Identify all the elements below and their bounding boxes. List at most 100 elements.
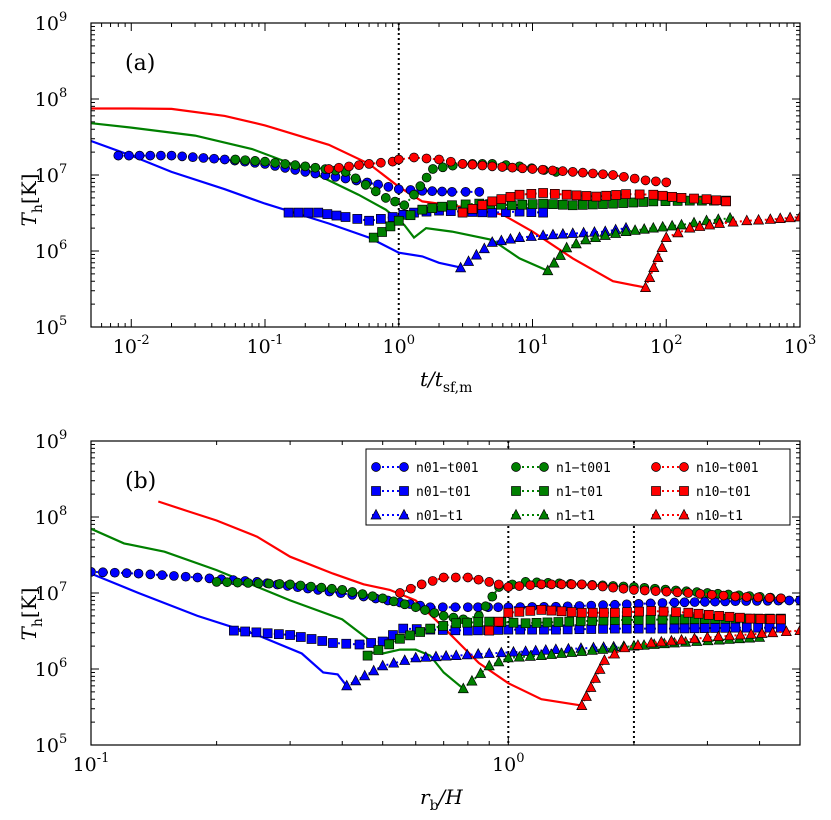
data-point <box>457 159 468 169</box>
y-tick-label-base: 10 <box>35 165 59 187</box>
data-point <box>270 157 280 168</box>
data-point <box>467 159 478 170</box>
data-point <box>360 180 371 190</box>
panel-a: (a) 10-2 10-1 100 101 102 103 105106107108109… <box>17 10 816 396</box>
data-point <box>352 214 363 224</box>
data-point <box>601 190 612 201</box>
data-point <box>370 508 382 520</box>
data-point <box>537 229 549 240</box>
x-tick-label: 100 <box>492 751 524 776</box>
data-point <box>694 220 706 231</box>
data-point <box>587 616 597 626</box>
data-point <box>438 621 449 631</box>
panel-b-y-axis-label: Th[K] <box>17 588 46 641</box>
data-point <box>134 150 145 161</box>
x-tick-label-exp: -2 <box>137 333 150 348</box>
data-point <box>350 674 362 686</box>
data-point <box>610 227 622 238</box>
data-point <box>416 579 427 590</box>
data-point <box>780 625 792 637</box>
legend-label: n1−t1 <box>556 509 595 524</box>
x-tick-label: 101 <box>516 333 548 358</box>
data-point <box>701 631 713 642</box>
data-point <box>542 264 554 276</box>
data-point <box>591 191 602 202</box>
data-point <box>323 164 334 174</box>
data-point <box>316 582 327 593</box>
data-point <box>364 215 374 226</box>
data-point <box>264 578 274 589</box>
data-point <box>618 583 629 594</box>
data-point <box>723 629 736 641</box>
data-point <box>730 622 741 633</box>
data-point <box>794 210 800 222</box>
data-point <box>430 650 442 662</box>
x-tick-label-base: 10 <box>247 336 271 358</box>
data-point <box>689 597 700 607</box>
legend-label: n10−t001 <box>696 461 759 476</box>
data-point <box>701 194 712 205</box>
x-tick-label: 10-2 <box>113 333 150 358</box>
x-tick-label-base: 10 <box>383 336 407 358</box>
data-point <box>520 645 532 656</box>
data-point <box>621 623 632 634</box>
data-point <box>598 169 608 180</box>
data-point <box>683 607 694 618</box>
data-point <box>357 589 368 599</box>
data-point <box>609 607 620 618</box>
data-point <box>526 189 537 199</box>
data-point <box>477 200 488 210</box>
data-point <box>260 156 270 167</box>
data-point <box>658 606 669 617</box>
data-point <box>340 212 351 222</box>
panel-a-y-main: T <box>17 211 41 226</box>
data-point <box>310 162 321 173</box>
data-point <box>473 617 484 628</box>
data-point <box>510 508 522 520</box>
series-n01-solid <box>91 572 348 687</box>
data-point <box>362 650 373 661</box>
panel-a-y-axis-label: Th[K] <box>17 174 46 227</box>
data-point <box>497 162 508 172</box>
legend-label: n01−t001 <box>416 461 479 476</box>
data-point <box>795 595 800 606</box>
data-point <box>313 207 324 218</box>
data-point <box>437 602 448 613</box>
y-tick-label-base: 10 <box>35 583 59 605</box>
data-point <box>467 204 478 214</box>
data-point <box>477 160 488 171</box>
legend-label: n1−t01 <box>556 485 603 500</box>
data-point <box>409 152 419 163</box>
data-point <box>599 229 611 240</box>
panel-b-series <box>91 500 800 710</box>
data-point <box>377 659 389 671</box>
data-point <box>98 567 108 578</box>
y-tick-label: 106 <box>35 656 67 681</box>
y-tick-label-base: 10 <box>35 735 59 757</box>
data-point <box>556 606 567 617</box>
data-point <box>704 218 716 230</box>
data-point <box>657 598 668 608</box>
y-tick-label-exp: 8 <box>59 86 67 101</box>
data-point <box>384 639 395 650</box>
series-n10-t01 <box>457 188 731 218</box>
data-point <box>438 572 449 583</box>
data-point <box>334 162 344 173</box>
data-point <box>399 486 409 496</box>
data-point <box>507 162 518 173</box>
data-point <box>756 627 768 638</box>
y-tick-label-base: 10 <box>35 13 59 35</box>
data-point <box>253 578 264 589</box>
data-point <box>745 628 757 639</box>
data-point <box>689 193 699 204</box>
data-point <box>373 645 384 655</box>
panel-a-x-sub: sf,m <box>443 380 473 396</box>
data-point <box>447 200 457 211</box>
data-point <box>597 643 609 654</box>
data-point <box>483 659 495 671</box>
data-point <box>634 189 645 200</box>
data-point <box>156 150 166 161</box>
data-point <box>536 605 547 615</box>
x-tick-label: 103 <box>784 333 816 358</box>
data-point <box>438 611 449 621</box>
